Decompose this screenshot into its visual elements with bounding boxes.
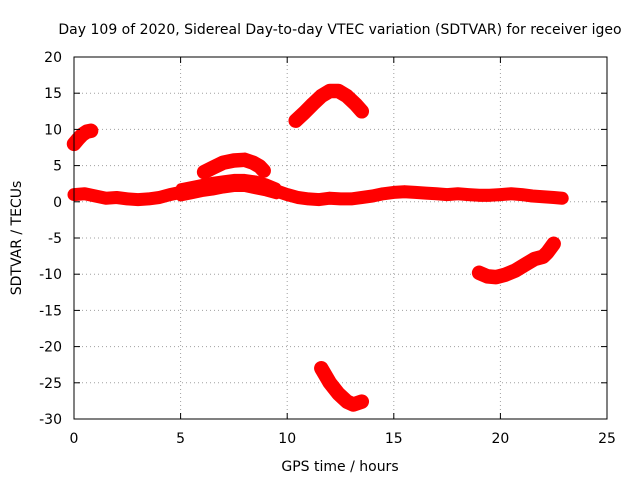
series-baseline-upper bbox=[175, 173, 282, 193]
x-tick-label: 20 bbox=[491, 431, 509, 447]
series-morning-hump bbox=[196, 152, 271, 180]
y-tick-label: 5 bbox=[53, 159, 62, 175]
y-tick-label: -25 bbox=[39, 376, 62, 392]
y-tick-label: 15 bbox=[44, 86, 62, 102]
x-tick-label: 5 bbox=[176, 431, 185, 447]
plot-frame bbox=[73, 56, 608, 420]
y-tick-label: -20 bbox=[39, 340, 62, 356]
y-tick-label: -5 bbox=[48, 231, 62, 247]
y-tick-label: -10 bbox=[39, 267, 62, 283]
y-tick-label: -30 bbox=[39, 412, 62, 428]
chart-title: Day 109 of 2020, Sidereal Day-to-day VTE… bbox=[58, 22, 621, 38]
series-evening-rise bbox=[471, 236, 561, 285]
y-tick-label: -15 bbox=[39, 303, 62, 319]
series-noon-peak bbox=[288, 83, 370, 128]
x-tick-label: 10 bbox=[278, 431, 296, 447]
y-tick-label: 10 bbox=[44, 122, 62, 138]
series-noon-trough bbox=[314, 361, 370, 412]
x-tick-label: 25 bbox=[598, 431, 616, 447]
x-tick-label: 15 bbox=[385, 431, 403, 447]
series-layer bbox=[66, 83, 569, 412]
y-axis-label: SDTVAR / TECUs bbox=[9, 181, 25, 296]
grid-layer bbox=[74, 57, 607, 419]
y-tick-label: 0 bbox=[53, 195, 62, 211]
x-tick-label: 0 bbox=[70, 431, 79, 447]
x-axis-label: GPS time / hours bbox=[281, 459, 398, 475]
series-baseline-lower bbox=[175, 182, 282, 202]
series-early-arc bbox=[66, 123, 99, 152]
y-tick-label: 20 bbox=[44, 50, 62, 66]
series-baseline bbox=[67, 176, 569, 207]
tick-layer: 0 5 10 15 20 25 20 15 10 5 0 -5 -10 -15 -20 -25 -30 bbox=[39, 50, 616, 447]
